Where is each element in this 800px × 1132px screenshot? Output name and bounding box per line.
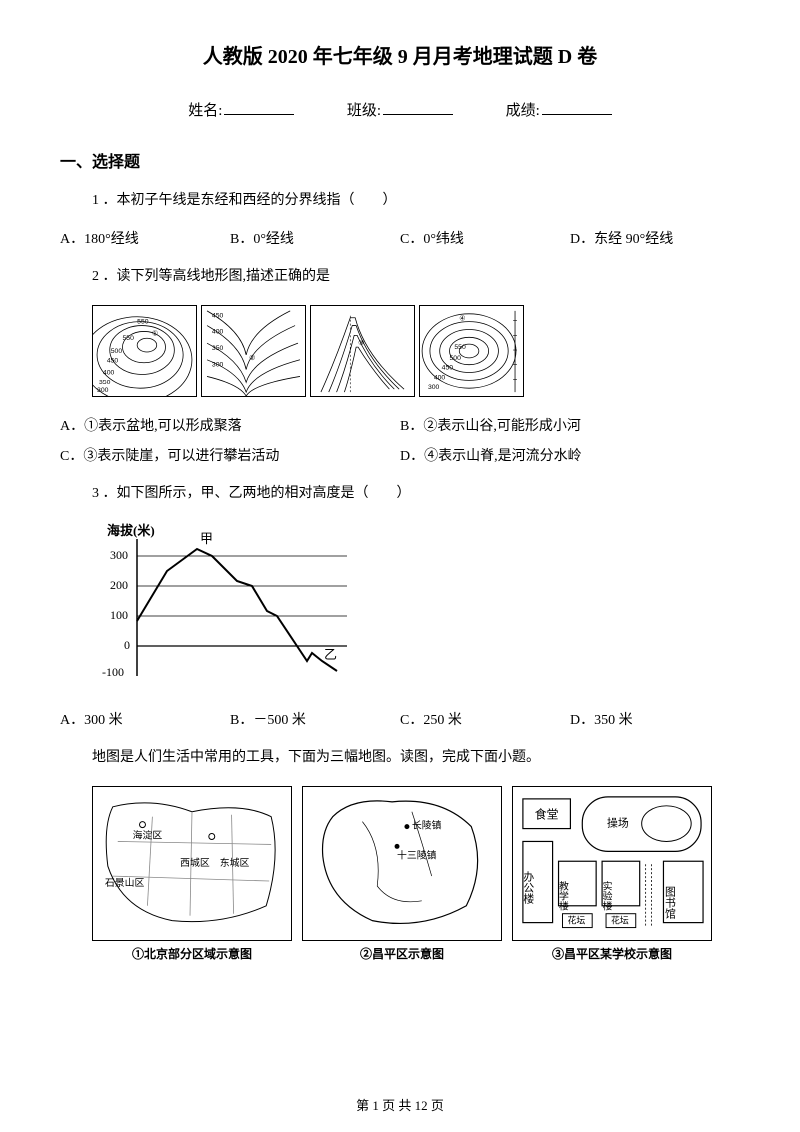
svg-text:450: 450: [107, 358, 119, 365]
svg-text:甲: 甲: [200, 531, 213, 546]
map-2-panel: 长陵镇 十三陵镇 ②昌平区示意图: [302, 786, 502, 962]
svg-text:石景山区: 石景山区: [105, 877, 145, 889]
q4-intro: 地图是人们生活中常用的工具，下面为三幅地图。读图，完成下面小题。: [92, 747, 740, 769]
svg-text:300: 300: [110, 548, 128, 562]
q1-text: 1 ．本初子午线是东经和西经的分界线指（ ）: [92, 190, 740, 212]
svg-text:450: 450: [212, 313, 224, 320]
svg-text:④: ④: [459, 314, 465, 322]
map-1-caption: ①北京部分区域示意图: [92, 945, 292, 962]
svg-text:0: 0: [124, 638, 130, 652]
section-1-head: 一、选择题: [60, 148, 740, 172]
q3-text: 3 ．如下图所示，甲、乙两地的相对高度是（ ）: [92, 483, 740, 505]
svg-text:操场: 操场: [607, 815, 629, 829]
q2-options-row1: A．①表示盆地,可以形成聚落 B．②表示山谷,可能形成小河: [60, 415, 740, 435]
svg-text:400: 400: [103, 369, 115, 376]
svg-text:海拔(米): 海拔(米): [107, 523, 155, 538]
q3-opt-d: D．350 米: [570, 709, 740, 729]
svg-text:350: 350: [212, 345, 224, 352]
contour-3: ③: [310, 305, 415, 397]
svg-text:550: 550: [454, 344, 466, 351]
svg-text:东城区: 东城区: [220, 856, 250, 869]
q1-opt-a: A．180°经线: [60, 228, 230, 248]
q4-maps: 海淀区 西城区 东城区 石景山区 ①北京部分区域示意图 长陵镇 十三陵镇 ②昌平…: [92, 786, 740, 962]
svg-text:长陵镇: 长陵镇: [412, 818, 442, 831]
q1-opt-c: C．0°纬线: [400, 228, 570, 248]
name-label: 姓名:: [188, 103, 222, 119]
svg-text:300: 300: [428, 384, 440, 391]
score-label: 成绩:: [506, 103, 540, 119]
svg-text:教学楼: 教学楼: [557, 879, 569, 911]
map-1: 海淀区 西城区 东城区 石景山区: [92, 786, 292, 941]
svg-text:食堂: 食堂: [535, 807, 559, 821]
name-blank[interactable]: [224, 114, 294, 115]
page-title: 人教版 2020 年七年级 9 月月考地理试题 D 卷: [60, 40, 740, 69]
contour-2: 450 400 350 300 ②: [201, 305, 306, 397]
svg-text:花坛: 花坛: [611, 914, 629, 925]
svg-text:500: 500: [449, 355, 461, 362]
q3-opt-b: B．－500 米: [230, 709, 400, 729]
q3-options: A．300 米 B．－500 米 C．250 米 D．350 米: [60, 709, 740, 729]
svg-text:①: ①: [152, 329, 158, 337]
svg-text:图书馆: 图书馆: [663, 885, 675, 919]
page-footer: 第 1 页 共 12 页: [0, 1095, 800, 1114]
svg-text:550: 550: [137, 318, 149, 325]
q1-opt-b: B．0°经线: [230, 228, 400, 248]
map-3: 食堂 操场 办公楼 教学楼 实验楼 图书馆 花坛 花坛: [512, 786, 712, 941]
map-1-panel: 海淀区 西城区 东城区 石景山区 ①北京部分区域示意图: [92, 786, 292, 962]
svg-text:实验楼: 实验楼: [601, 879, 613, 911]
q3-chart: 海拔(米) 300 200 100 0 -100 甲 乙: [92, 521, 352, 691]
svg-text:②: ②: [249, 354, 255, 362]
svg-text:500: 500: [111, 348, 123, 355]
q2-opt-a: A．①表示盆地,可以形成聚落: [60, 415, 400, 435]
class-label: 班级:: [347, 103, 381, 119]
svg-text:550: 550: [122, 335, 134, 342]
svg-text:400: 400: [434, 374, 446, 381]
map-2-caption: ②昌平区示意图: [302, 945, 502, 962]
map-3-panel: 食堂 操场 办公楼 教学楼 实验楼 图书馆 花坛 花坛 ③昌平区某学校示意图: [512, 786, 712, 962]
svg-text:办公楼: 办公楼: [522, 870, 534, 904]
svg-text:350: 350: [99, 379, 111, 386]
svg-text:乙: 乙: [324, 647, 337, 662]
q3-opt-c: C．250 米: [400, 709, 570, 729]
contour-4: ④ 550 500 450 400 300: [419, 305, 524, 397]
svg-text:-100: -100: [102, 665, 124, 679]
score-blank[interactable]: [542, 114, 612, 115]
svg-text:450: 450: [442, 364, 454, 371]
info-line: 姓名: 班级: 成绩:: [60, 99, 740, 120]
class-blank[interactable]: [383, 114, 453, 115]
q2-options-row2: C．③表示陡崖，可以进行攀岩活动 D．④表示山脊,是河流分水岭: [60, 445, 740, 465]
q2-opt-c: C．③表示陡崖，可以进行攀岩活动: [60, 445, 400, 465]
q1-opt-d: D．东经 90°经线: [570, 228, 740, 248]
svg-text:300: 300: [97, 387, 109, 394]
q2-text: 2 ．读下列等高线地形图,描述正确的是: [92, 266, 740, 288]
svg-text:西城区: 西城区: [180, 857, 210, 869]
svg-text:200: 200: [110, 578, 128, 592]
q2-opt-b: B．②表示山谷,可能形成小河: [400, 415, 740, 435]
contour-1: 550 ① 550 500 450 400 350 300: [92, 305, 197, 397]
q2-opt-d: D．④表示山脊,是河流分水岭: [400, 445, 740, 465]
svg-text:400: 400: [212, 328, 224, 335]
svg-text:300: 300: [212, 361, 224, 368]
svg-text:十三陵镇: 十三陵镇: [397, 848, 437, 861]
svg-text:海淀区: 海淀区: [133, 828, 163, 841]
svg-text:100: 100: [110, 608, 128, 622]
svg-text:花坛: 花坛: [567, 914, 585, 925]
svg-text:③: ③: [358, 339, 364, 347]
q2-figures: 550 ① 550 500 450 400 350 300 450 400 35…: [92, 305, 740, 397]
q1-options: A．180°经线 B．0°经线 C．0°纬线 D．东经 90°经线: [60, 228, 740, 248]
q3-opt-a: A．300 米: [60, 709, 230, 729]
map-2: 长陵镇 十三陵镇: [302, 786, 502, 941]
map-3-caption: ③昌平区某学校示意图: [512, 945, 712, 962]
